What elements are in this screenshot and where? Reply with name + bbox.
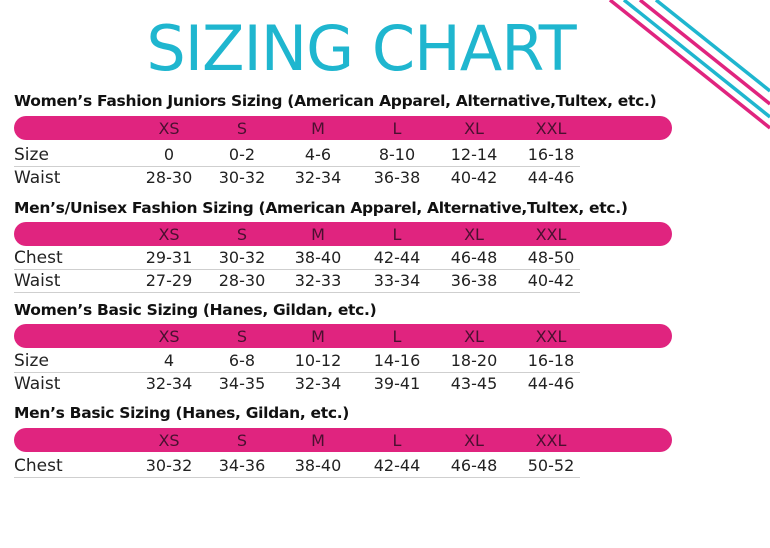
table-cell: 0-2 <box>228 145 256 164</box>
table-cell: 16-18 <box>527 351 575 370</box>
table-cell: 10-12 <box>294 351 342 370</box>
table-cell: 29-31 <box>145 248 193 267</box>
table-cell: 38-40 <box>294 456 342 475</box>
table-cell: 44-46 <box>527 374 575 393</box>
section-title: Women’s Basic Sizing (Hanes, Gildan, etc… <box>14 301 377 319</box>
row-label: Waist <box>14 168 61 188</box>
table-row: Chest 29-31 30-32 38-40 42-44 46-48 48-5… <box>14 247 580 270</box>
size-header: S <box>236 225 248 244</box>
size-header: M <box>311 327 325 346</box>
table-cell: 0 <box>163 145 175 164</box>
size-header: S <box>236 119 248 138</box>
size-header: XL <box>464 225 484 244</box>
row-label: Waist <box>14 374 61 394</box>
table-cell: 28-30 <box>218 271 266 290</box>
table-cell: 42-44 <box>373 456 421 475</box>
table-cell: 36-38 <box>450 271 498 290</box>
table-row: Waist 32-34 34-35 32-34 39-41 43-45 44-4… <box>14 373 580 395</box>
table-cell: 34-35 <box>218 374 266 393</box>
table-row: Chest 30-32 34-36 38-40 42-44 46-48 50-5… <box>14 455 580 478</box>
table-cell: 14-16 <box>373 351 421 370</box>
table-cell: 50-52 <box>527 456 575 475</box>
size-header: XS <box>158 119 180 138</box>
table-cell: 34-36 <box>218 456 266 475</box>
table-cell: 27-29 <box>145 271 193 290</box>
table-cell: 18-20 <box>450 351 498 370</box>
section-title: Women’s Fashion Juniors Sizing (American… <box>14 92 657 110</box>
size-header: XXL <box>535 225 567 244</box>
table-cell: 4-6 <box>304 145 332 164</box>
table-cell: 30-32 <box>218 168 266 187</box>
table-cell: 46-48 <box>450 248 498 267</box>
size-header: M <box>311 119 325 138</box>
size-header: XS <box>158 225 180 244</box>
table-cell: 36-38 <box>373 168 421 187</box>
size-header: M <box>311 225 325 244</box>
size-header-bar: XS S M L XL XXL <box>14 324 672 348</box>
table-cell: 46-48 <box>450 456 498 475</box>
table-cell: 6-8 <box>228 351 256 370</box>
size-header: L <box>392 431 402 450</box>
table-cell: 28-30 <box>145 168 193 187</box>
table-cell: 39-41 <box>373 374 421 393</box>
section-title: Men’s Basic Sizing (Hanes, Gildan, etc.) <box>14 404 350 422</box>
size-header: L <box>392 119 402 138</box>
page-title: SIZING CHART <box>146 12 576 85</box>
table-cell: 42-44 <box>373 248 421 267</box>
table-cell: 38-40 <box>294 248 342 267</box>
table-cell: 16-18 <box>527 145 575 164</box>
table-row: Size 0 0-2 4-6 8-10 12-14 16-18 <box>14 144 580 167</box>
table-cell: 40-42 <box>527 271 575 290</box>
size-header: M <box>311 431 325 450</box>
table-cell: 8-10 <box>378 145 416 164</box>
table-cell: 12-14 <box>450 145 498 164</box>
size-header: XXL <box>535 119 567 138</box>
table-cell: 30-32 <box>145 456 193 475</box>
table-cell: 33-34 <box>373 271 421 290</box>
size-header: XL <box>464 431 484 450</box>
table-cell: 48-50 <box>527 248 575 267</box>
row-label: Waist <box>14 271 61 291</box>
table-row: Size 4 6-8 10-12 14-16 18-20 16-18 <box>14 350 580 373</box>
size-header: S <box>236 327 248 346</box>
size-header: XS <box>158 431 180 450</box>
section-title: Men’s/Unisex Fashion Sizing (American Ap… <box>14 199 628 217</box>
table-cell: 44-46 <box>527 168 575 187</box>
table-row: Waist 28-30 30-32 32-34 36-38 40-42 44-4… <box>14 167 580 189</box>
size-header-bar: XS S M L XL XXL <box>14 116 672 140</box>
table-cell: 32-34 <box>294 168 342 187</box>
table-cell: 32-34 <box>145 374 193 393</box>
row-label: Size <box>14 351 49 371</box>
table-cell: 32-33 <box>294 271 342 290</box>
table-cell: 4 <box>163 351 175 370</box>
table-row: Waist 27-29 28-30 32-33 33-34 36-38 40-4… <box>14 270 580 293</box>
size-header: XS <box>158 327 180 346</box>
size-header-bar: XS S M L XL XXL <box>14 222 672 246</box>
size-header: L <box>392 225 402 244</box>
table-cell: 40-42 <box>450 168 498 187</box>
table-cell: 43-45 <box>450 374 498 393</box>
size-header: L <box>392 327 402 346</box>
size-header: XL <box>464 327 484 346</box>
table-cell: 32-34 <box>294 374 342 393</box>
table-cell: 30-32 <box>218 248 266 267</box>
size-header-bar: XS S M L XL XXL <box>14 428 672 452</box>
size-header: XXL <box>535 431 567 450</box>
row-label: Chest <box>14 456 63 476</box>
size-header: S <box>236 431 248 450</box>
row-label: Chest <box>14 248 63 268</box>
size-header: XXL <box>535 327 567 346</box>
size-header: XL <box>464 119 484 138</box>
row-label: Size <box>14 145 49 165</box>
